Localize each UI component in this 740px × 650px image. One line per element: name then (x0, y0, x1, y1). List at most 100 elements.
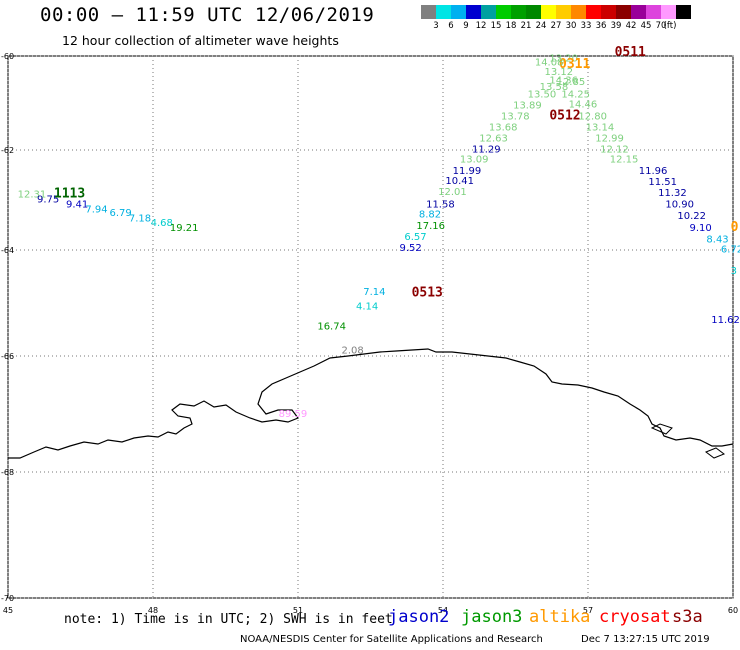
wave-height-label: 13.20 (549, 54, 578, 65)
satellite-legend-item: cryosat (599, 607, 671, 627)
pass-time-label: 0513 (412, 286, 443, 301)
scale-tick-label: 12 (475, 21, 487, 31)
wave-height-label: 3 (731, 266, 737, 277)
wave-height-label: 14.36 (549, 75, 578, 86)
satellite-legend-item: s3a (672, 607, 703, 627)
satellite-legend-item: jason3 (461, 607, 523, 627)
map-grid (7, 55, 734, 599)
longitude-tick-label: 60 (728, 606, 738, 615)
wave-height-label: 13.50 (528, 89, 557, 100)
wave-height-label: 11.32 (658, 188, 687, 199)
longitude-tick-label: 45 (3, 606, 13, 615)
wave-height-label: 11.96 (639, 166, 668, 177)
wave-height-label: 10.22 (677, 211, 706, 222)
wave-height-label: 7.94 (85, 205, 107, 216)
scale-swatch (601, 5, 616, 19)
scale-swatch (556, 5, 571, 19)
wave-height-label: 9.52 (400, 243, 422, 254)
scale-tick-label: 6 (448, 21, 454, 31)
wave-height-label: 14.08 (535, 57, 564, 68)
pass-time-label: 0512 (549, 108, 580, 123)
page-title: 00:00 – 11:59 UTC 12/06/2019 (40, 4, 375, 26)
scale-swatch (436, 5, 451, 19)
pass-time-label: 0 (731, 220, 739, 235)
scale-swatch (646, 5, 661, 19)
wave-height-label: 9.10 (690, 223, 712, 234)
scale-swatch (451, 5, 466, 19)
scale-swatch (616, 5, 631, 19)
latitude-tick-label: -68 (1, 468, 14, 477)
scale-swatch (676, 5, 691, 19)
wave-height-label: 13.58 (540, 82, 569, 93)
color-scale-swatches (421, 5, 691, 19)
scale-swatch (511, 5, 526, 19)
footer-note: note: 1) Time is in UTC; 2) SWH is in fe… (64, 612, 393, 627)
latitude-tick-label: -64 (1, 246, 14, 255)
scale-tick-label: 18 (505, 21, 517, 31)
wave-height-label: 12.31 (18, 190, 47, 201)
wave-height-label: 8.82 (419, 210, 441, 221)
color-scale-legend: 3 6 9 12 15 18 21 24 27 30 33 36 39 42 45 70 (ft) (421, 5, 691, 33)
wave-height-label: 13.12 (545, 67, 574, 78)
wave-height-label: 14.46 (569, 100, 598, 111)
wave-height-label: 10.90 (665, 200, 694, 211)
wave-height-label: 12.99 (595, 134, 624, 145)
coastline (8, 348, 734, 459)
scale-tick-label: 27 (550, 21, 562, 31)
wave-height-label: 6.57 (404, 232, 426, 243)
wave-height-label: 11.99 (453, 166, 482, 177)
pass-time-label: 1113 (54, 187, 85, 202)
wave-height-label: 16.74 (317, 322, 346, 333)
longitude-tick-label: 57 (583, 606, 593, 615)
scale-tick-label: 24 (535, 21, 547, 31)
scale-tick-label: 42 (625, 21, 637, 31)
wave-height-label: 10.41 (445, 176, 474, 187)
scale-tick-label: 30 (565, 21, 577, 31)
scale-swatch (631, 5, 646, 19)
wave-height-label: 12.63 (479, 134, 508, 145)
wave-height-label: 2.08 (342, 345, 364, 356)
scale-swatch (496, 5, 511, 19)
wave-height-label: 13.14 (586, 122, 615, 133)
scale-tick-label: 39 (610, 21, 622, 31)
scale-tick-label: 9 (463, 21, 469, 31)
wave-height-label: 12.80 (578, 111, 607, 122)
wave-height-label: 13.09 (460, 155, 489, 166)
wave-height-label: 11.29 (472, 145, 501, 156)
wave-height-label: 6.79 (110, 208, 132, 219)
wave-height-label: 89.59 (279, 409, 308, 420)
scale-swatch (541, 5, 556, 19)
wave-height-label: 12.85 (557, 77, 586, 88)
map-frame (7, 55, 734, 599)
scale-swatch (466, 5, 481, 19)
scale-swatch (571, 5, 586, 19)
wave-height-label: 11.51 (648, 177, 677, 188)
wave-height-label: 7.14 (363, 287, 385, 298)
scale-swatch (661, 5, 676, 19)
scale-swatch (526, 5, 541, 19)
wave-height-label: 13.68 (489, 122, 518, 133)
latitude-tick-label: -62 (1, 146, 14, 155)
wave-height-label: 9.75 (37, 195, 59, 206)
wave-height-label: 12.12 (600, 145, 629, 156)
scale-swatch (421, 5, 436, 19)
credit-text: NOAA/NESDIS Center for Satellite Applica… (240, 634, 543, 645)
longitude-tick-label: 54 (438, 606, 448, 615)
island-outline (650, 423, 673, 435)
longitude-tick-label: 48 (148, 606, 158, 615)
scale-swatch (586, 5, 601, 19)
scale-tick-label: 21 (520, 21, 532, 31)
island-outline (704, 447, 726, 459)
color-scale-ticks: 3 6 9 12 15 18 21 24 27 30 33 36 39 42 45 70 (ft) (421, 19, 691, 33)
wave-height-label: 13.89 (513, 101, 542, 112)
scale-swatch (481, 5, 496, 19)
wave-height-label: 11.62 (711, 315, 740, 326)
scale-tick-label: 70 (655, 21, 667, 31)
scale-tick-label: 33 (580, 21, 592, 31)
wave-height-label: 4.68 (151, 218, 173, 229)
wave-height-label: 8.43 (706, 235, 728, 246)
wave-height-label: 13.78 (501, 111, 530, 122)
wave-height-label: 9.41 (66, 200, 88, 211)
wave-height-label: 11.58 (426, 200, 455, 211)
